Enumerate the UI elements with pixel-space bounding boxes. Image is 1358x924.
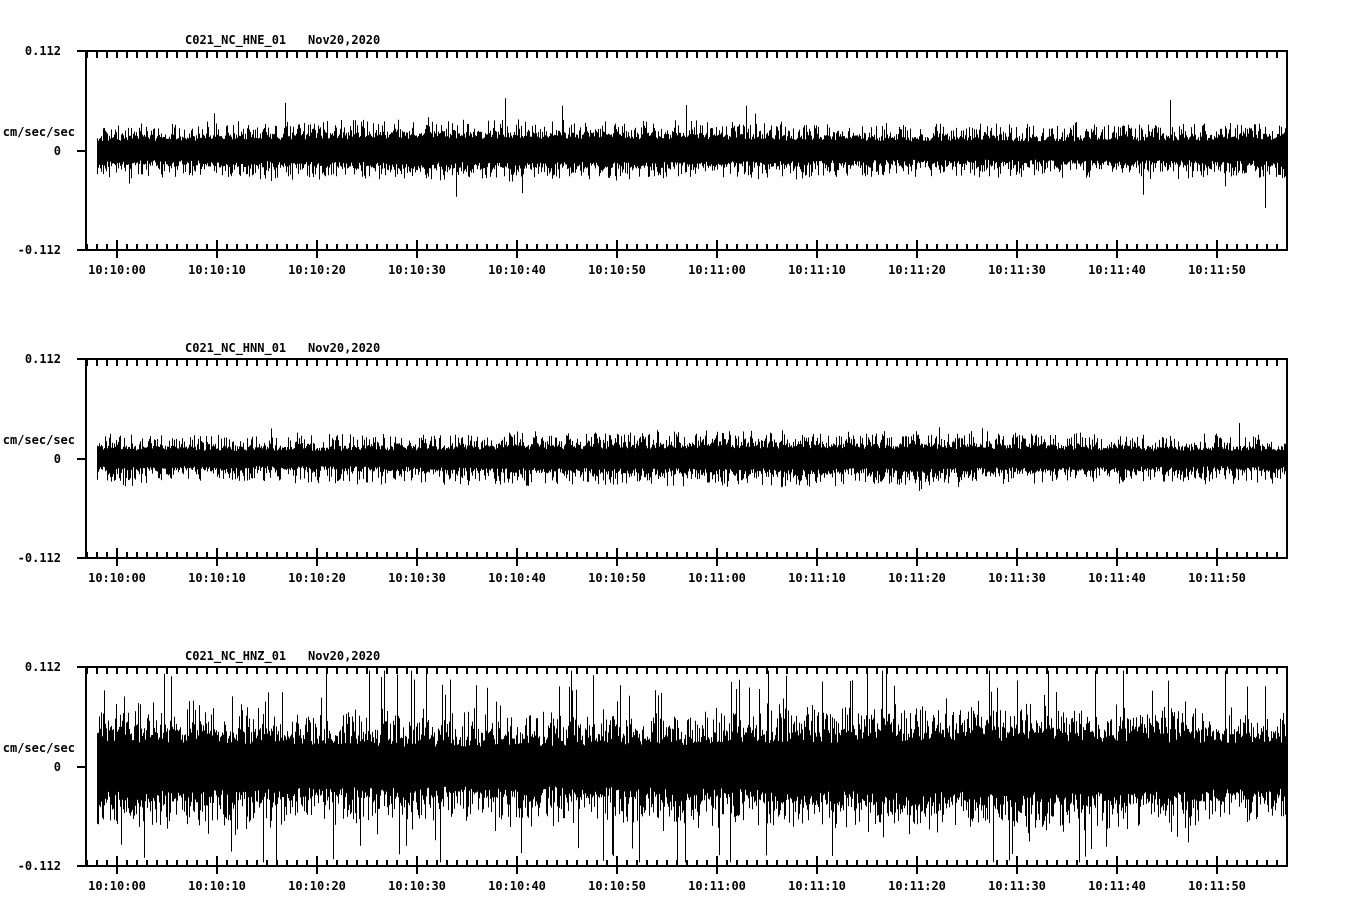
axis-ticks	[77, 358, 1288, 566]
panel-station-id: C021_NC_HNE_01	[185, 33, 287, 47]
x-tick-label: 10:11:30	[988, 879, 1046, 893]
x-tick-label: 10:11:00	[688, 879, 746, 893]
panel-date: Nov20,2020	[308, 341, 381, 355]
x-tick-label: 10:10:50	[588, 571, 646, 585]
x-tick-label: 10:10:10	[188, 571, 246, 585]
x-tick-label: 10:11:40	[1088, 879, 1146, 893]
y-axis-units-label: cm/sec/sec	[2, 433, 75, 447]
x-tick-label: 10:11:50	[1188, 571, 1246, 585]
x-tick-label: 10:10:40	[488, 263, 546, 277]
seismogram-panel-hnz: C021_NC_HNZ_01 Nov20,2020 0.112 cm/sec/s…	[0, 616, 1358, 924]
x-tick-label: 10:11:10	[788, 263, 846, 277]
x-tick-label: 10:11:20	[888, 571, 946, 585]
y-tick-label-min: -0.112	[17, 243, 61, 257]
y-tick-label-zero: 0	[53, 760, 61, 774]
y-tick-label-zero: 0	[53, 144, 61, 158]
axis-ticks	[77, 666, 1288, 874]
x-tick-label: 10:11:10	[788, 571, 846, 585]
panel-date: Nov20,2020	[308, 33, 381, 47]
x-tick-label: 10:10:50	[588, 879, 646, 893]
panel-station-id: C021_NC_HNN_01	[185, 341, 287, 355]
y-axis-units-label: cm/sec/sec	[2, 741, 75, 755]
x-tick-label: 10:11:50	[1188, 879, 1246, 893]
seismogram-panel-hnn: C021_NC_HNN_01 Nov20,2020 0.112 cm/sec/s…	[0, 308, 1358, 616]
y-tick-label-zero: 0	[53, 452, 61, 466]
x-tick-label: 10:10:40	[488, 571, 546, 585]
x-tick-label: 10:11:30	[988, 571, 1046, 585]
y-tick-label-min: -0.112	[17, 859, 61, 873]
y-tick-label-max: 0.112	[24, 44, 61, 58]
x-tick-label: 10:10:00	[88, 263, 146, 277]
x-tick-label: 10:10:20	[288, 263, 346, 277]
x-tick-label: 10:11:30	[988, 263, 1046, 277]
y-axis-units-label: cm/sec/sec	[2, 125, 75, 139]
x-tick-label: 10:11:00	[688, 571, 746, 585]
x-tick-label: 10:11:40	[1088, 263, 1146, 277]
y-tick-label-min: -0.112	[17, 551, 61, 565]
x-tick-label: 10:10:30	[388, 879, 446, 893]
x-tick-label: 10:10:00	[88, 571, 146, 585]
x-tick-label: 10:11:10	[788, 879, 846, 893]
x-tick-label: 10:11:40	[1088, 571, 1146, 585]
waveform-trace	[97, 98, 1287, 208]
panel-station-id: C021_NC_HNZ_01	[185, 649, 287, 663]
axis-ticks	[77, 50, 1288, 258]
x-tick-label: 10:10:50	[588, 263, 646, 277]
waveform-trace	[97, 423, 1287, 491]
y-tick-label-max: 0.112	[24, 352, 61, 366]
x-tick-label: 10:11:00	[688, 263, 746, 277]
x-tick-label: 10:10:00	[88, 879, 146, 893]
x-tick-label: 10:11:20	[888, 879, 946, 893]
x-tick-label: 10:10:10	[188, 879, 246, 893]
waveform-plot-hnn: 10:10:00 10:10:10 10:10:20 10:10:30 10:10:40…	[77, 358, 1288, 585]
x-tick-label: 10:10:20	[288, 571, 346, 585]
x-tick-label: 10:10:40	[488, 879, 546, 893]
waveform-trace	[97, 670, 1287, 863]
x-tick-label: 10:10:30	[388, 571, 446, 585]
waveform-plot-hne: 10:10:00 10:10:10 10:10:20 10:10:30 10:10:40…	[77, 50, 1288, 277]
panel-date: Nov20,2020	[308, 649, 381, 663]
x-tick-label: 10:10:10	[188, 263, 246, 277]
x-tick-label: 10:11:50	[1188, 263, 1246, 277]
x-tick-label: 10:11:20	[888, 263, 946, 277]
waveform-plot-hnz: 10:10:00 10:10:10 10:10:20 10:10:30 10:10:40…	[77, 666, 1288, 893]
x-tick-label: 10:10:30	[388, 263, 446, 277]
x-tick-label: 10:10:20	[288, 879, 346, 893]
y-tick-label-max: 0.112	[24, 660, 61, 674]
seismogram-panel-hne: C021_NC_HNE_01 Nov20,2020 0.112 cm/sec/s…	[0, 0, 1358, 308]
